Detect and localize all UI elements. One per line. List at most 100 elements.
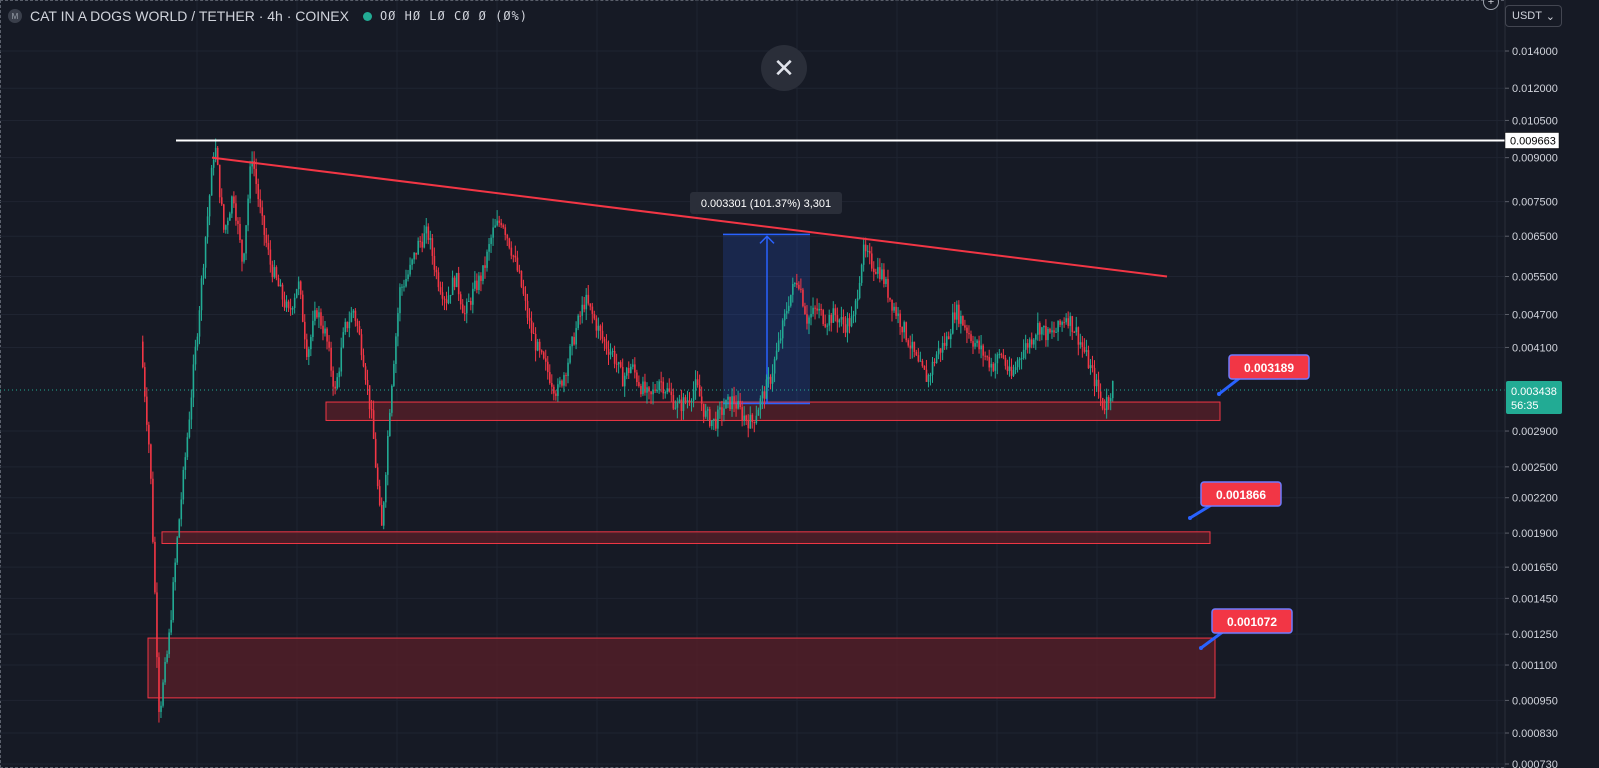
candle-body bbox=[1051, 330, 1053, 333]
candle-body bbox=[389, 412, 391, 436]
candle-body bbox=[152, 478, 154, 542]
candle-body bbox=[802, 289, 804, 307]
candle-body bbox=[607, 348, 610, 355]
candle-body bbox=[794, 282, 796, 284]
candle-body bbox=[457, 272, 460, 295]
candle-body bbox=[929, 374, 932, 376]
candle-body bbox=[808, 317, 810, 324]
candle-body bbox=[1002, 355, 1005, 358]
candle-body bbox=[530, 320, 533, 333]
candle-body bbox=[769, 376, 772, 384]
candle-body bbox=[719, 407, 721, 410]
candle-body bbox=[737, 400, 739, 409]
candle-body bbox=[289, 308, 292, 310]
candle-body bbox=[630, 366, 632, 374]
candle-body bbox=[1055, 331, 1057, 333]
candle-body bbox=[812, 307, 814, 314]
candle-body bbox=[229, 213, 231, 221]
candle-body bbox=[455, 272, 458, 287]
support-zone bbox=[325, 401, 1221, 421]
candle-body bbox=[393, 364, 395, 386]
candle-body bbox=[259, 199, 262, 208]
candle-body bbox=[828, 314, 831, 326]
candle-body bbox=[1022, 349, 1025, 359]
measure-arrow-head bbox=[759, 235, 775, 244]
candle-body bbox=[512, 255, 515, 257]
currency-selector[interactable]: USDT ⌄ bbox=[1505, 5, 1562, 27]
price-range-measure: 0.003301 (101.37%) 3,301 bbox=[690, 192, 842, 405]
candle-body bbox=[660, 381, 662, 383]
candle-body bbox=[796, 282, 798, 285]
candle-body bbox=[1008, 366, 1011, 372]
candle-body bbox=[567, 362, 569, 376]
candle-body bbox=[844, 324, 847, 333]
candle-body bbox=[251, 160, 253, 167]
candle-body bbox=[658, 381, 660, 391]
candle-body bbox=[826, 325, 829, 327]
candle-body bbox=[646, 387, 648, 393]
candle-body bbox=[998, 354, 1001, 356]
candle-body bbox=[575, 328, 577, 345]
candle-body bbox=[158, 657, 160, 712]
candle-body bbox=[605, 341, 608, 349]
candle-body bbox=[504, 227, 507, 235]
candle-body bbox=[304, 321, 306, 340]
candle-body bbox=[858, 282, 861, 299]
candle-body bbox=[476, 280, 478, 291]
candle-body bbox=[873, 268, 875, 272]
candle-body bbox=[506, 234, 509, 239]
candle-body bbox=[492, 227, 494, 238]
candle-body bbox=[824, 324, 827, 327]
candle-body bbox=[285, 301, 288, 308]
candle-body bbox=[330, 347, 332, 371]
candle-body bbox=[745, 415, 748, 421]
candle-body bbox=[249, 166, 251, 199]
symbol-title[interactable]: CAT IN A DOGS WORLD / TETHER · 4h · COIN… bbox=[30, 8, 349, 24]
candle-body bbox=[915, 351, 918, 356]
bar-countdown-label: 56:35 bbox=[1511, 400, 1539, 412]
candle-body bbox=[516, 257, 519, 271]
zone-price-callout bbox=[1228, 354, 1310, 380]
candle-body bbox=[818, 308, 820, 311]
candle-body bbox=[518, 270, 521, 272]
candle-body bbox=[186, 437, 189, 458]
close-button[interactable]: ✕ bbox=[761, 45, 807, 91]
candle-body bbox=[856, 298, 859, 301]
candle-body bbox=[320, 312, 322, 326]
candle-body bbox=[1039, 322, 1041, 335]
candle-body bbox=[370, 409, 373, 411]
candle-body bbox=[1012, 370, 1015, 376]
candle-body bbox=[881, 269, 883, 280]
candle-body bbox=[354, 310, 357, 321]
candle-body bbox=[751, 414, 754, 422]
candle-body bbox=[814, 307, 816, 309]
symbol-logo-icon: M bbox=[8, 9, 22, 23]
candle-body bbox=[526, 300, 529, 318]
candle-body bbox=[1000, 354, 1003, 356]
zone-price-label: 0.001072 bbox=[1227, 615, 1277, 629]
candle-body bbox=[723, 408, 725, 415]
candle-body bbox=[463, 313, 466, 315]
callout-pointer bbox=[1218, 375, 1242, 396]
candle-body bbox=[757, 409, 760, 416]
candle-body bbox=[680, 399, 683, 412]
candle-body bbox=[672, 395, 675, 409]
candle-body bbox=[690, 401, 693, 403]
candle-body bbox=[1030, 339, 1033, 345]
candle-body bbox=[561, 380, 563, 386]
candle-body bbox=[1081, 342, 1084, 348]
candle-body bbox=[933, 361, 936, 364]
candle-body bbox=[324, 328, 326, 334]
candle-body bbox=[958, 304, 960, 324]
candle-body bbox=[982, 345, 984, 356]
candle-body bbox=[468, 301, 470, 303]
candle-body bbox=[1024, 343, 1027, 350]
candle-body bbox=[980, 345, 982, 350]
candle-body bbox=[350, 312, 353, 322]
candle-body bbox=[1028, 339, 1031, 348]
candle-body bbox=[170, 620, 172, 633]
candle-body bbox=[1035, 334, 1037, 340]
candle-body bbox=[1059, 320, 1061, 325]
candle-body bbox=[295, 289, 298, 298]
